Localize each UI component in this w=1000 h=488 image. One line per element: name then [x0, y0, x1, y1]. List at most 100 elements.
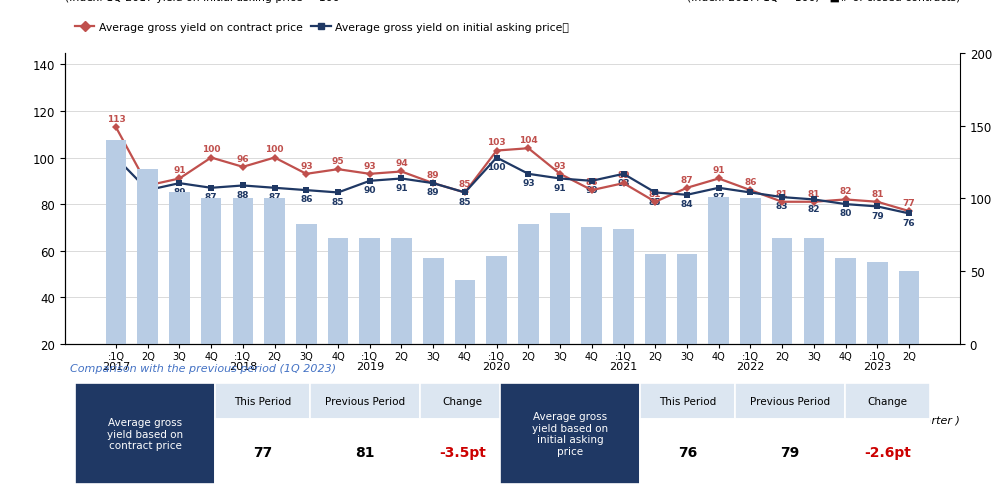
Text: 77: 77 [253, 445, 272, 459]
Text: 95: 95 [332, 157, 344, 165]
Text: 93: 93 [300, 162, 313, 170]
Text: 91: 91 [173, 166, 186, 175]
Bar [772, 238, 792, 344]
Text: 87: 87 [712, 193, 725, 202]
Bar [677, 254, 697, 344]
Text: (Index: 2017: 1Q = 100;   ■# of closed contracts): (Index: 2017: 1Q = 100; ■# of closed con… [687, 0, 960, 3]
Text: Change: Change [868, 396, 908, 407]
Text: Previous Period: Previous Period [325, 396, 405, 407]
Bar [455, 280, 475, 344]
Text: 85: 85 [459, 197, 471, 206]
Text: 88: 88 [237, 190, 249, 199]
FancyBboxPatch shape [845, 420, 930, 484]
Bar [201, 199, 221, 344]
Text: 89: 89 [617, 171, 630, 180]
Text: 89: 89 [427, 188, 440, 197]
Text: 2023: 2023 [863, 362, 891, 371]
Text: 2020: 2020 [483, 362, 511, 371]
Text: -2.6pt: -2.6pt [864, 445, 911, 459]
FancyBboxPatch shape [75, 384, 215, 484]
Text: This Period: This Period [234, 396, 291, 407]
FancyBboxPatch shape [310, 384, 420, 420]
Text: 94: 94 [395, 159, 408, 168]
Text: 85: 85 [649, 197, 661, 206]
Bar [645, 254, 666, 344]
Text: Change: Change [442, 396, 482, 407]
Text: Average gross
yield based on
contract price: Average gross yield based on contract pr… [107, 417, 183, 450]
Text: Average gross
yield based on
initial asking
price: Average gross yield based on initial ask… [532, 411, 608, 456]
Text: 81: 81 [355, 445, 375, 459]
Bar [391, 238, 412, 344]
Legend: Average gross yield on contract price, Average gross yield on initial asking pri: Average gross yield on contract price, A… [70, 19, 573, 37]
Bar [137, 170, 158, 344]
FancyBboxPatch shape [310, 420, 420, 484]
Text: 76: 76 [678, 445, 697, 459]
Text: 91: 91 [712, 166, 725, 175]
Text: 87: 87 [205, 193, 217, 202]
Text: 79: 79 [780, 445, 800, 459]
Text: 2022: 2022 [736, 362, 765, 371]
Text: 100: 100 [487, 163, 506, 171]
FancyBboxPatch shape [420, 420, 505, 484]
Text: 103: 103 [487, 138, 506, 147]
Text: 86: 86 [744, 178, 757, 186]
Bar [550, 213, 570, 344]
Text: 85: 85 [332, 197, 344, 206]
Bar [169, 193, 190, 344]
Text: 90: 90 [364, 185, 376, 195]
Text: 93: 93 [554, 162, 566, 170]
FancyBboxPatch shape [640, 384, 735, 420]
Text: 93: 93 [617, 179, 630, 187]
Bar [835, 258, 856, 344]
Text: 96: 96 [237, 154, 249, 163]
Text: 84: 84 [681, 200, 693, 208]
Text: 89: 89 [173, 188, 186, 197]
Text: (Index: 1Q 2017 yield on initial asking price = 100: (Index: 1Q 2017 yield on initial asking … [65, 0, 340, 3]
Bar [486, 257, 507, 344]
FancyBboxPatch shape [735, 384, 845, 420]
FancyBboxPatch shape [845, 384, 930, 420]
Bar [804, 238, 824, 344]
Text: 82: 82 [808, 204, 820, 213]
FancyBboxPatch shape [420, 384, 505, 420]
Text: 77: 77 [903, 199, 915, 207]
Text: 87: 87 [268, 193, 281, 202]
Text: 79: 79 [871, 211, 884, 220]
Text: 85: 85 [744, 197, 757, 206]
FancyBboxPatch shape [215, 420, 310, 484]
Text: 81: 81 [808, 189, 820, 198]
Bar [867, 263, 888, 344]
Bar [328, 238, 348, 344]
Text: 81: 81 [776, 189, 788, 198]
Text: 90: 90 [586, 185, 598, 195]
Text: 87: 87 [681, 175, 693, 184]
Bar [899, 271, 919, 344]
Text: 93: 93 [522, 179, 535, 187]
Text: 2021: 2021 [609, 362, 638, 371]
FancyBboxPatch shape [735, 420, 845, 484]
FancyBboxPatch shape [215, 384, 310, 420]
Text: 91: 91 [395, 183, 408, 192]
Bar [518, 225, 539, 344]
FancyBboxPatch shape [640, 420, 735, 484]
Text: 82: 82 [839, 187, 852, 196]
Bar [359, 238, 380, 344]
Bar [264, 199, 285, 344]
Text: 2019: 2019 [356, 362, 384, 371]
Text: 86: 86 [586, 178, 598, 186]
Text: Comparison with the previous period (1Q 2023): Comparison with the previous period (1Q … [70, 363, 336, 373]
Bar [423, 258, 444, 344]
Text: 83: 83 [776, 202, 788, 211]
Text: 2017: 2017 [102, 362, 130, 371]
Bar [581, 228, 602, 344]
Bar [613, 229, 634, 344]
Bar [106, 141, 126, 344]
Text: 100: 100 [265, 145, 284, 154]
Text: -3.5pt: -3.5pt [439, 445, 486, 459]
Text: 81: 81 [871, 189, 884, 198]
Text: 2018: 2018 [229, 362, 257, 371]
Text: This Period: This Period [659, 396, 716, 407]
Text: 91: 91 [554, 183, 566, 192]
Text: 89: 89 [427, 171, 440, 180]
Text: Previous Period: Previous Period [750, 396, 830, 407]
